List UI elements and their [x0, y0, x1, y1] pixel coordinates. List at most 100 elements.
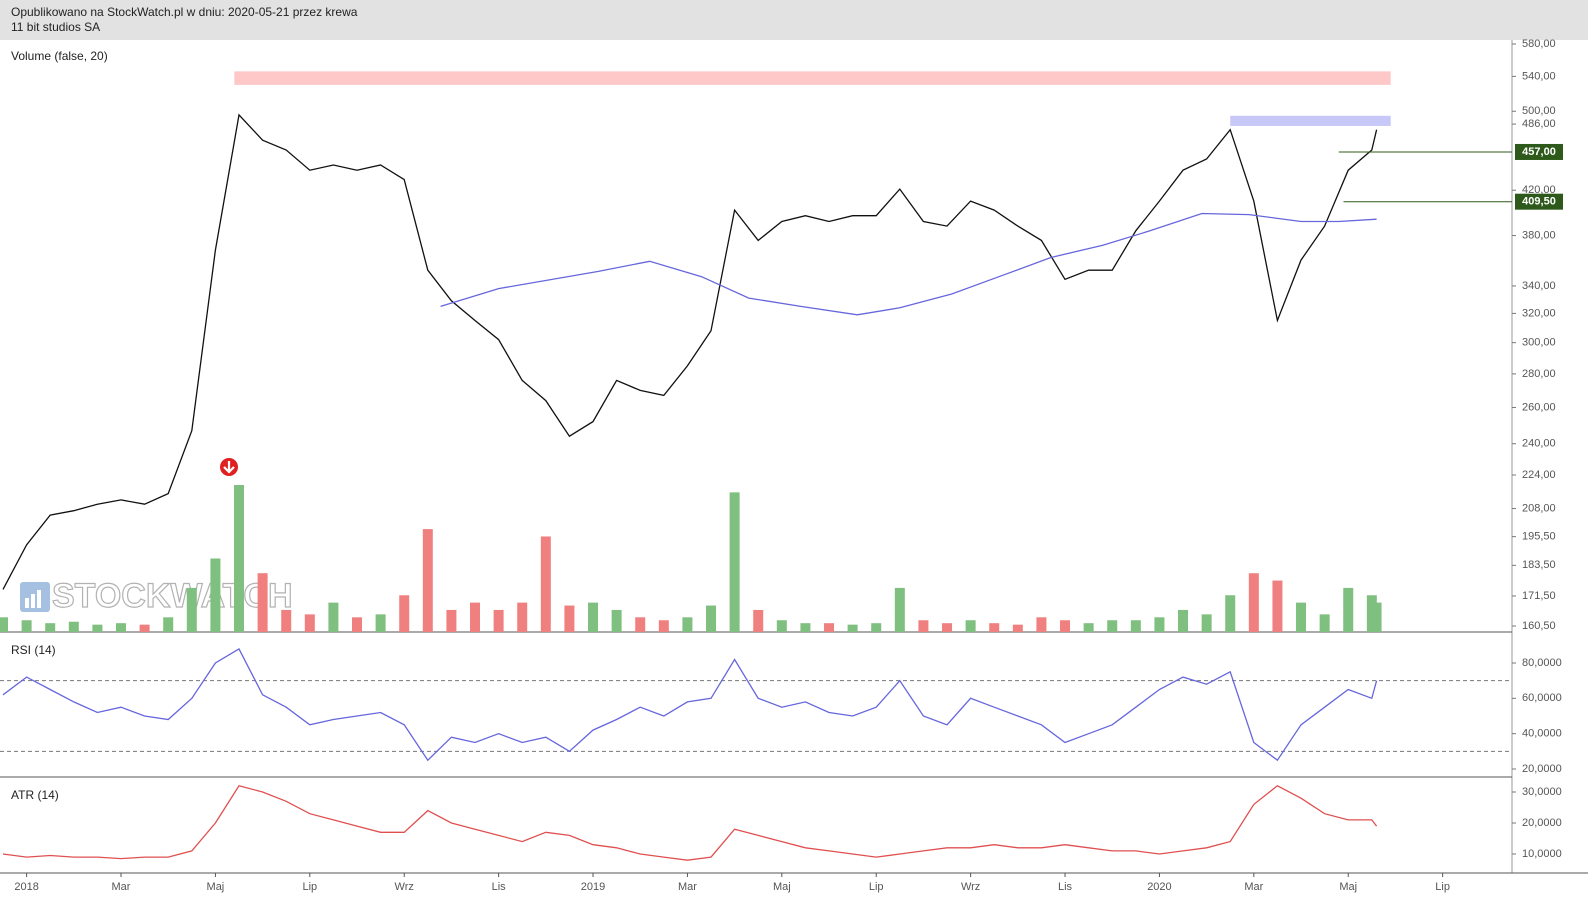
y-tick-label: 160,50	[1522, 620, 1556, 632]
y-tick-label: 580,00	[1522, 38, 1556, 50]
volume-bar	[1107, 620, 1118, 632]
volume-bar	[422, 529, 433, 632]
y-tick-label: 20,0000	[1522, 763, 1562, 775]
watermark-icon	[37, 590, 41, 608]
y-tick-label: 208,00	[1522, 502, 1556, 514]
volume-bar	[1012, 624, 1023, 632]
x-tick-label: Wrz	[961, 881, 980, 893]
header-band	[0, 0, 1588, 40]
panel-title: Volume (false, 20)	[11, 49, 108, 63]
y-tick-label: 420,00	[1522, 184, 1556, 196]
volume-bar	[1201, 614, 1212, 632]
volume-bar	[92, 624, 103, 632]
volume-bar	[1343, 587, 1354, 632]
volume-bar	[1319, 614, 1330, 632]
volume-bar	[68, 621, 79, 632]
volume-bar	[824, 623, 835, 632]
x-tick-label: Mar	[112, 881, 131, 893]
x-tick-label: Maj	[1339, 881, 1357, 893]
x-tick-label: Lip	[869, 881, 884, 893]
volume-bar	[470, 602, 481, 632]
volume-bar	[658, 620, 669, 632]
x-tick-label: Lis	[1058, 881, 1073, 893]
y-tick-label: 183,50	[1522, 559, 1556, 571]
x-tick-label: Lip	[302, 881, 317, 893]
zone	[234, 71, 1391, 85]
volume-bar	[281, 609, 292, 632]
volume-bar	[989, 623, 1000, 632]
x-tick-label: Mar	[678, 881, 697, 893]
volume-bar	[800, 623, 811, 632]
x-tick-label: Lip	[1435, 881, 1450, 893]
y-tick-label: 60,0000	[1522, 692, 1562, 704]
volume-bar	[682, 617, 693, 632]
volume-bar	[918, 620, 929, 632]
volume-bar	[517, 602, 528, 632]
volume-bar	[894, 587, 905, 632]
header-line: 11 bit studios SA	[11, 20, 100, 34]
y-tick-label: 300,00	[1522, 337, 1556, 349]
x-tick-label: 2019	[581, 881, 605, 893]
volume-bar	[446, 609, 457, 632]
y-tick-label: 500,00	[1522, 105, 1556, 117]
volume-bar	[328, 602, 339, 632]
volume-bar	[706, 605, 717, 632]
volume-bar	[965, 620, 976, 632]
volume-bar	[1130, 620, 1141, 632]
y-tick-label: 30,0000	[1522, 786, 1562, 798]
volume-bar	[1272, 580, 1283, 632]
level-box	[1515, 193, 1563, 210]
x-tick-label: Lis	[492, 881, 507, 893]
y-tick-label: 340,00	[1522, 280, 1556, 292]
volume-bar	[1178, 609, 1189, 632]
volume-bar	[210, 558, 221, 632]
y-tick-label: 380,00	[1522, 229, 1556, 241]
volume-bar	[1225, 595, 1236, 632]
y-tick-label: 540,00	[1522, 70, 1556, 82]
volume-bar	[21, 620, 32, 632]
series-line	[2, 647, 1378, 762]
volume-bar	[45, 623, 56, 632]
x-tick-label: Maj	[207, 881, 225, 893]
volume-bar	[1154, 617, 1165, 632]
volume-bar	[635, 617, 646, 632]
volume-bar	[352, 617, 363, 632]
level-label: 457,00	[1522, 146, 1556, 158]
level-label: 409,50	[1522, 196, 1556, 208]
y-tick-label: 10,0000	[1522, 848, 1562, 860]
x-tick-label: Maj	[773, 881, 791, 893]
x-tick-label: 2018	[14, 881, 38, 893]
y-tick-label: 80,0000	[1522, 657, 1562, 669]
y-tick-label: 280,00	[1522, 368, 1556, 380]
panel-title: ATR (14)	[11, 788, 59, 802]
volume-bar	[564, 605, 575, 632]
y-tick-label: 240,00	[1522, 438, 1556, 450]
x-tick-label: Wrz	[395, 881, 414, 893]
panel-title: RSI (14)	[11, 643, 56, 657]
header-line: Opublikowano na StockWatch.pl w dniu: 20…	[11, 5, 358, 19]
volume-bar	[1248, 573, 1259, 632]
watermark-icon	[31, 594, 35, 608]
volume-bar	[942, 623, 953, 632]
volume-bar	[1371, 602, 1382, 632]
y-tick-label: 171,50	[1522, 590, 1556, 602]
volume-bar	[540, 536, 551, 632]
watermark: STOCKWATCH	[20, 576, 293, 616]
volume-bar	[588, 602, 599, 632]
watermark-icon	[25, 598, 29, 608]
volume-bar	[1060, 620, 1071, 632]
y-tick-label: 195,50	[1522, 531, 1556, 543]
series-line	[440, 212, 1377, 316]
y-tick-label: 40,0000	[1522, 728, 1562, 740]
volume-bar	[234, 485, 245, 632]
signal-arrow	[223, 461, 235, 474]
y-tick-label: 486,00	[1522, 118, 1556, 130]
y-tick-label: 260,00	[1522, 401, 1556, 413]
y-tick-label: 224,00	[1522, 469, 1556, 481]
volume-bar	[1083, 623, 1094, 632]
y-tick-label: 320,00	[1522, 307, 1556, 319]
volume-bar	[1296, 602, 1307, 632]
volume-bar	[871, 623, 882, 632]
volume-bar	[753, 609, 764, 632]
